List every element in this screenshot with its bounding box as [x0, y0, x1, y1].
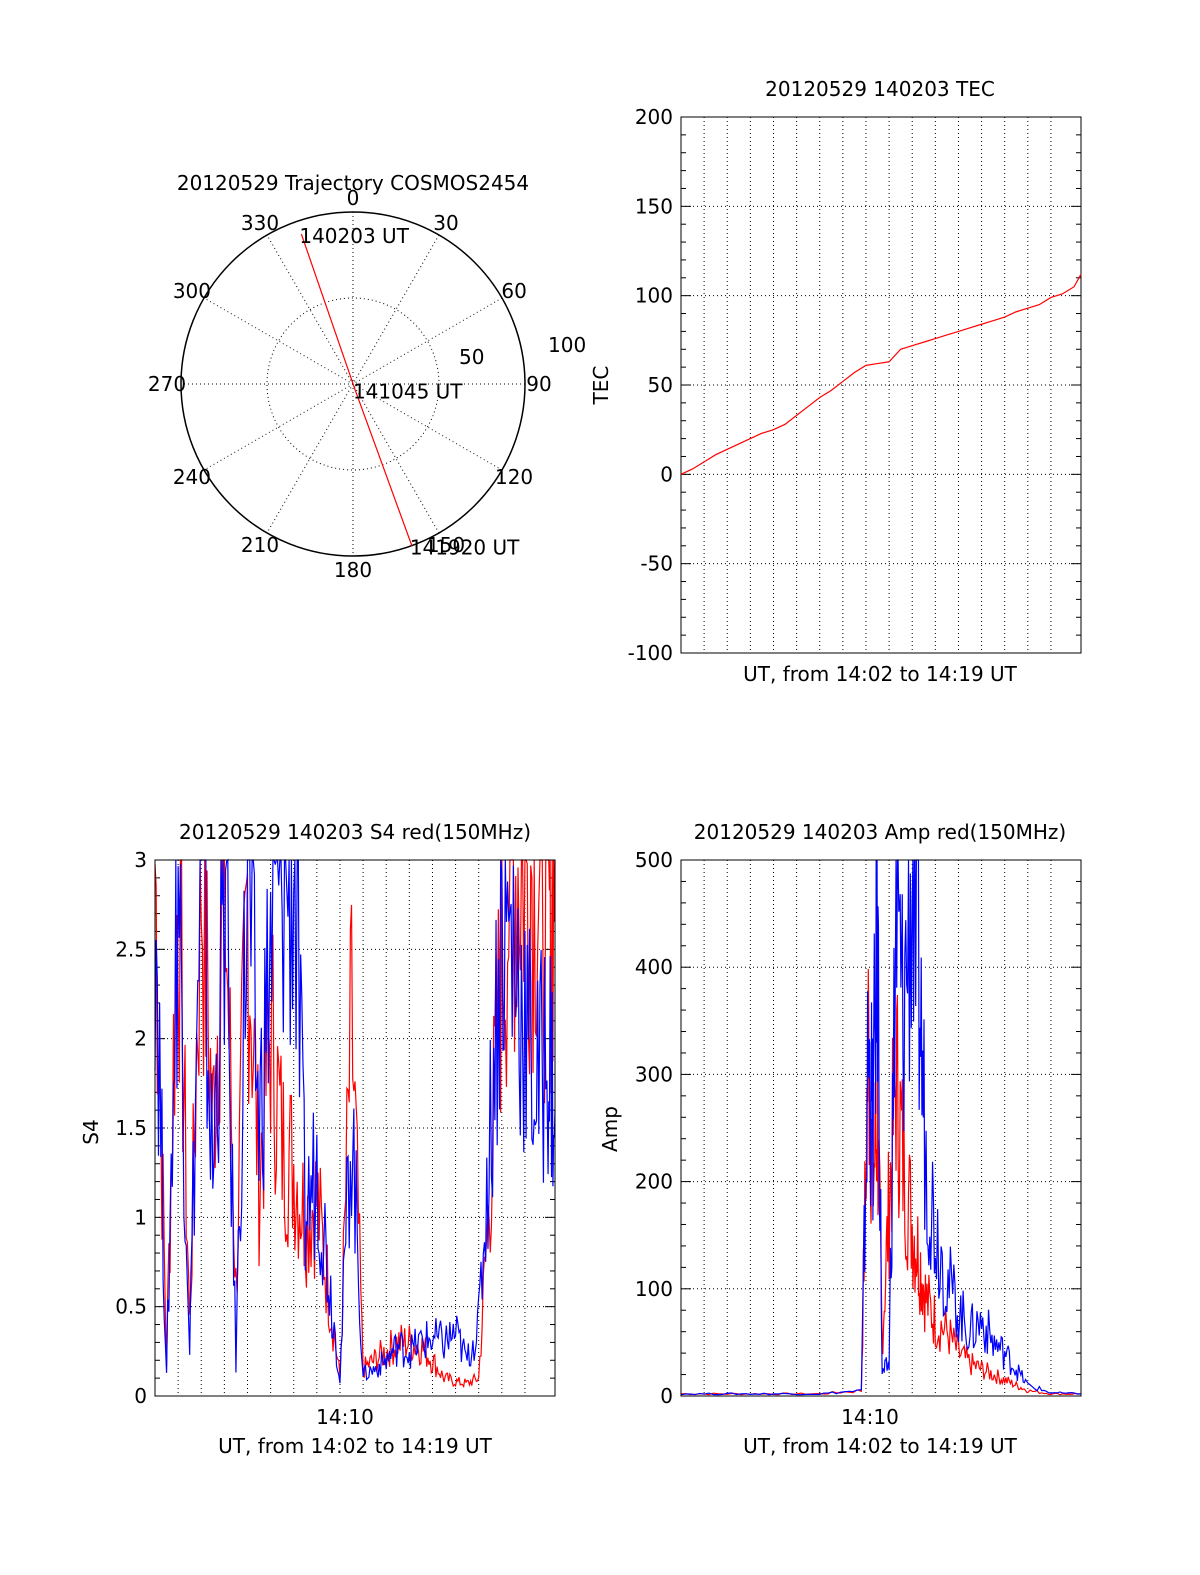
- trajectory-labels: 140203 UT 141045 UT 141920 UT: [299, 224, 520, 560]
- amp-series-line: [680, 859, 1082, 1396]
- trajectory-point-label: 141045 UT: [353, 379, 463, 403]
- s4-series-line: [154, 858, 556, 1384]
- amp-y-tick-label: 500: [635, 848, 673, 872]
- s4-y-axis-label: S4: [79, 1119, 103, 1144]
- s4-series: [154, 858, 556, 1389]
- amp-chart-title: 20120529 140203 Amp red(150MHz): [694, 820, 1066, 844]
- tec-x-axis-label: UT, from 14:02 to 14:19 UT: [743, 662, 1018, 686]
- trajectory-point-label: 141920 UT: [410, 536, 520, 560]
- polar-inner-ring: [266, 297, 440, 471]
- polar-radius-label-100: 100: [548, 333, 586, 357]
- s4-y-tick-label: 1: [134, 1205, 147, 1229]
- s4-y-tick-labels: 0 0.5 1 1.5 2 2.5 3: [115, 848, 147, 1408]
- tec-plot-frame: [680, 116, 1082, 654]
- s4-x-axis-label: UT, from 14:02 to 14:19 UT: [218, 1434, 493, 1458]
- tec-y-tick-label: -100: [628, 641, 673, 665]
- tec-y-axis-label: TEC: [589, 366, 613, 406]
- polar-trajectory-chart: 20120529 Trajectory COSMOS2454 0 30 60 90 12…: [148, 171, 586, 582]
- s4-y-tick-label: 1.5: [115, 1116, 147, 1140]
- amp-grid: [681, 859, 1081, 1397]
- amp-y-tick-label: 0: [660, 1384, 673, 1408]
- polar-azimuth-label: 180: [334, 558, 372, 582]
- polar-azimuth-label: 150: [427, 533, 465, 557]
- amp-y-tick-label: 300: [635, 1062, 673, 1086]
- tec-series: [680, 273, 1082, 475]
- tec-y-tick-label: 150: [635, 194, 673, 218]
- amp-y-tick-label: 400: [635, 955, 673, 979]
- polar-azimuth-label: 0: [347, 186, 360, 210]
- amp-chart: 20120529 140203 Amp red(150MHz) 0 100 200 3…: [598, 820, 1082, 1458]
- polar-azimuth-label: 270: [148, 372, 186, 396]
- polar-azimuth-label: 60: [501, 279, 526, 303]
- tec-y-tick-label: 50: [648, 373, 673, 397]
- polar-azimuth-label: 210: [241, 533, 279, 557]
- s4-x-tick-label: 14:10: [316, 1405, 374, 1429]
- amp-y-tick-labels: 0 100 200 300 400 500: [635, 848, 673, 1408]
- tec-chart: 20120529 140203 TEC -100-50050100150200 …: [589, 77, 1082, 686]
- polar-azimuth-label: 120: [495, 465, 533, 489]
- tec-y-tick-label: 200: [635, 105, 673, 129]
- polar-azimuth-label: 300: [173, 279, 211, 303]
- tec-chart-title: 20120529 140203 TEC: [765, 77, 995, 101]
- amp-y-tick-label: 100: [635, 1277, 673, 1301]
- polar-chart-title: 20120529 Trajectory COSMOS2454: [177, 171, 529, 195]
- s4-chart-title: 20120529 140203 S4 red(150MHz): [179, 820, 531, 844]
- tec-y-tick-label: 0: [660, 462, 673, 486]
- s4-y-tick-label: 2: [134, 1027, 147, 1051]
- polar-radius-label-50: 50: [459, 345, 484, 369]
- s4-plot-frame: [154, 859, 556, 1397]
- tec-y-tick-label: -50: [640, 552, 673, 576]
- trajectory-point-label: 140203 UT: [299, 224, 409, 248]
- amp-x-axis-label: UT, from 14:02 to 14:19 UT: [743, 1434, 1018, 1458]
- s4-y-tick-label: 0: [134, 1384, 147, 1408]
- amp-y-tick-label: 200: [635, 1170, 673, 1194]
- amp-plot-frame: [680, 859, 1082, 1397]
- polar-azimuth-label: 30: [433, 211, 458, 235]
- polar-azimuth-label: 90: [526, 372, 551, 396]
- s4-y-tick-label: 2.5: [115, 937, 147, 961]
- tec-y-tick-label: 100: [635, 284, 673, 308]
- tec-grid: [681, 116, 1081, 654]
- s4-chart: 20120529 140203 S4 red(150MHz) 0 0.5 1 1.5 2…: [79, 820, 556, 1458]
- amp-series: [680, 859, 1082, 1396]
- amp-x-tick-label: 14:10: [841, 1405, 899, 1429]
- s4-y-tick-label: 3: [134, 848, 147, 872]
- polar-azimuth-labels: 0 30 60 90 120 150 180 210 240 270 300 330: [148, 186, 552, 582]
- polar-azimuth-label: 330: [241, 211, 279, 235]
- tec-y-tick-labels: -100 -50 0 50 100 150 200: [628, 105, 673, 665]
- polar-azimuth-label: 240: [173, 465, 211, 489]
- amp-y-axis-label: Amp: [598, 1106, 622, 1152]
- s4-y-tick-label: 0.5: [115, 1295, 147, 1319]
- trajectory-line: [300, 233, 413, 546]
- tec-series-line: [680, 273, 1082, 475]
